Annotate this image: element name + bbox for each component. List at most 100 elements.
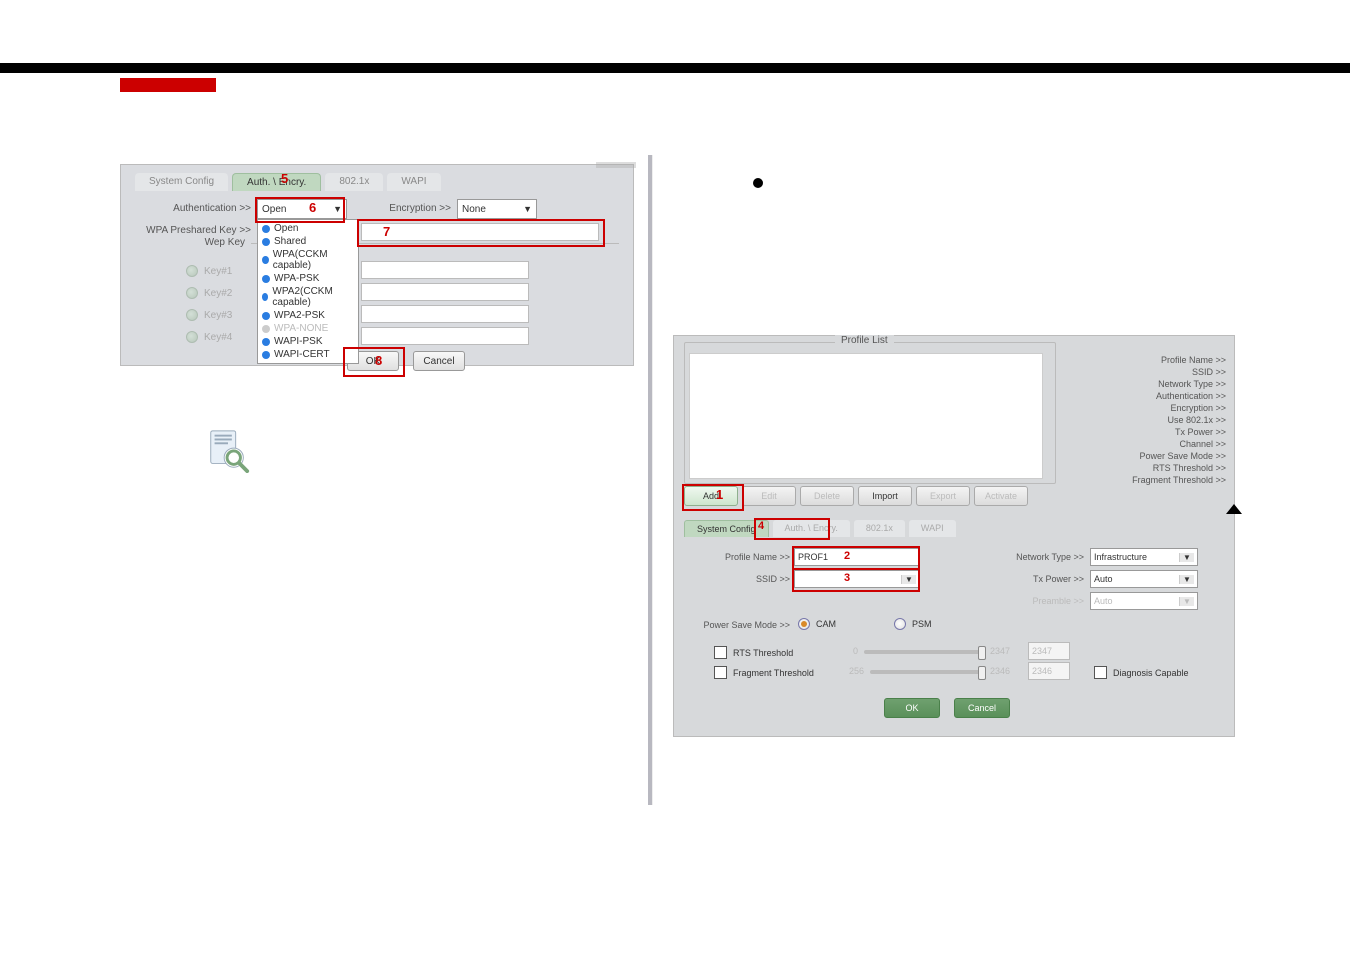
radio-key2[interactable] [186, 287, 198, 299]
profile-list-area[interactable] [689, 353, 1043, 479]
auth-option[interactable]: WPA(CCKM capable) [258, 248, 358, 272]
radio-key1[interactable] [186, 265, 198, 277]
checkbox-icon [714, 666, 727, 679]
checkbox-diagnosis[interactable]: Diagnosis Capable [1094, 666, 1189, 679]
label-network-type: Network Type >> [998, 552, 1084, 562]
bullet-icon [262, 225, 270, 233]
select-ssid[interactable]: ▼ [794, 570, 920, 588]
bullet-icon [262, 325, 270, 333]
tab-system-config[interactable]: System Config [135, 173, 228, 191]
select-preamble: Auto ▼ [1090, 592, 1198, 610]
radio-dot-icon [894, 618, 906, 630]
select-tx-power-value: Auto [1094, 574, 1113, 584]
tab-wapi[interactable]: WAPI [909, 520, 956, 537]
profile-button-row: Add Edit Delete Import Export Activate [684, 486, 1028, 506]
label-fragment: Fragment Threshold [733, 668, 814, 678]
radio-cam[interactable]: CAM [798, 618, 836, 630]
input-fragment-value[interactable]: 2346 [1028, 662, 1070, 680]
info-row: Encryption >> [1066, 402, 1226, 414]
input-key1[interactable] [361, 261, 529, 279]
input-key3[interactable] [361, 305, 529, 323]
collapse-caret-icon[interactable] [1226, 504, 1242, 514]
label-key4: Key#4 [204, 332, 232, 343]
auth-option[interactable]: Shared [258, 235, 358, 248]
info-row: Use 802.1x >> [1066, 414, 1226, 426]
rts-max: 2347 [990, 646, 1020, 656]
input-profile-name[interactable]: PROF1 [794, 548, 920, 566]
chevron-down-icon: ▼ [523, 204, 532, 214]
auth-option[interactable]: WAPI-PSK [258, 335, 358, 348]
tab-8021x[interactable]: 802.1x [325, 173, 383, 191]
right-tab-bar: System Config Auth. \ Encry. 802.1x WAPI [684, 520, 956, 537]
dropdown-authentication[interactable]: Open ▼ [257, 199, 347, 219]
tab-8021x[interactable]: 802.1x [854, 520, 905, 537]
auth-option[interactable]: WPA-PSK [258, 272, 358, 285]
tab-system-config[interactable]: System Config [684, 520, 769, 537]
cancel-button[interactable]: Cancel [413, 351, 465, 371]
info-row: RTS Threshold >> [1066, 462, 1226, 474]
input-key4[interactable] [361, 327, 529, 345]
shadow-decoration [596, 162, 636, 168]
info-row: Channel >> [1066, 438, 1226, 450]
input-key2[interactable] [361, 283, 529, 301]
profile-top-section: Profile List Profile Name >> SSID >> Net… [674, 336, 1234, 506]
rts-min: 0 [844, 646, 858, 656]
cancel-button[interactable]: Cancel [954, 698, 1010, 718]
radio-psm[interactable]: PSM [894, 618, 932, 630]
checkbox-fragment[interactable]: Fragment Threshold [714, 666, 814, 679]
radio-psm-label: PSM [912, 619, 932, 629]
input-wpa-psk[interactable] [361, 223, 599, 241]
radio-key4[interactable] [186, 331, 198, 343]
info-row: Authentication >> [1066, 390, 1226, 402]
radio-cam-label: CAM [816, 619, 836, 629]
slider-fragment[interactable] [870, 670, 984, 674]
dropdown-authentication-value: Open [262, 204, 286, 215]
tab-wapi[interactable]: WAPI [387, 173, 440, 191]
export-button[interactable]: Export [916, 486, 970, 506]
activate-button[interactable]: Activate [974, 486, 1028, 506]
slider-thumb-icon [978, 646, 986, 660]
checkbox-icon [714, 646, 727, 659]
row-key3: Key#3 [186, 309, 232, 321]
auth-option-label: WAPI-PSK [274, 336, 323, 347]
select-tx-power[interactable]: Auto ▼ [1090, 570, 1198, 588]
info-row: Fragment Threshold >> [1066, 474, 1226, 486]
label-key1: Key#1 [204, 266, 232, 277]
tab-auth-encry[interactable]: Auth. \ Encry. [232, 173, 321, 191]
page-header-red-bar [120, 78, 216, 92]
frag-min: 256 [844, 666, 864, 676]
checkbox-icon [1094, 666, 1107, 679]
label-key3: Key#3 [204, 310, 232, 321]
dropdown-encryption-value: None [462, 204, 486, 215]
info-row: Tx Power >> [1066, 426, 1226, 438]
bullet-icon [262, 238, 270, 246]
checkbox-rts[interactable]: RTS Threshold [714, 646, 793, 659]
auth-option[interactable]: WAPI-CERT [258, 348, 358, 361]
delete-button[interactable]: Delete [800, 486, 854, 506]
add-button[interactable]: Add [684, 486, 738, 506]
select-network-type[interactable]: Infrastructure ▼ [1090, 548, 1198, 566]
left-screenshot-panel: System Config Auth. \ Encry. 802.1x WAPI… [120, 164, 634, 366]
auth-option-label: Open [274, 223, 298, 234]
chevron-down-icon: ▼ [333, 204, 342, 214]
edit-button[interactable]: Edit [742, 486, 796, 506]
auth-option-label: WPA-PSK [274, 273, 319, 284]
info-row: Network Type >> [1066, 378, 1226, 390]
bullet-icon [262, 275, 270, 283]
profile-bottom-section: System Config Auth. \ Encry. 802.1x WAPI… [674, 516, 1234, 736]
auth-option: WPA-NONE [258, 322, 358, 335]
auth-option-label: Shared [274, 236, 306, 247]
dropdown-encryption[interactable]: None ▼ [457, 199, 537, 219]
auth-option-label: WAPI-CERT [274, 349, 330, 360]
auth-option[interactable]: WPA2(CCKM capable) [258, 285, 358, 309]
auth-option[interactable]: WPA2-PSK [258, 309, 358, 322]
tab-auth-encry[interactable]: Auth. \ Encry. [773, 520, 850, 537]
slider-rts[interactable] [864, 650, 984, 654]
input-rts-value[interactable]: 2347 [1028, 642, 1070, 660]
auth-option[interactable]: Open [258, 222, 358, 235]
auth-option-label: WPA(CCKM capable) [273, 249, 354, 271]
select-preamble-value: Auto [1094, 596, 1113, 606]
radio-key3[interactable] [186, 309, 198, 321]
ok-button[interactable]: OK [884, 698, 940, 718]
import-button[interactable]: Import [858, 486, 912, 506]
